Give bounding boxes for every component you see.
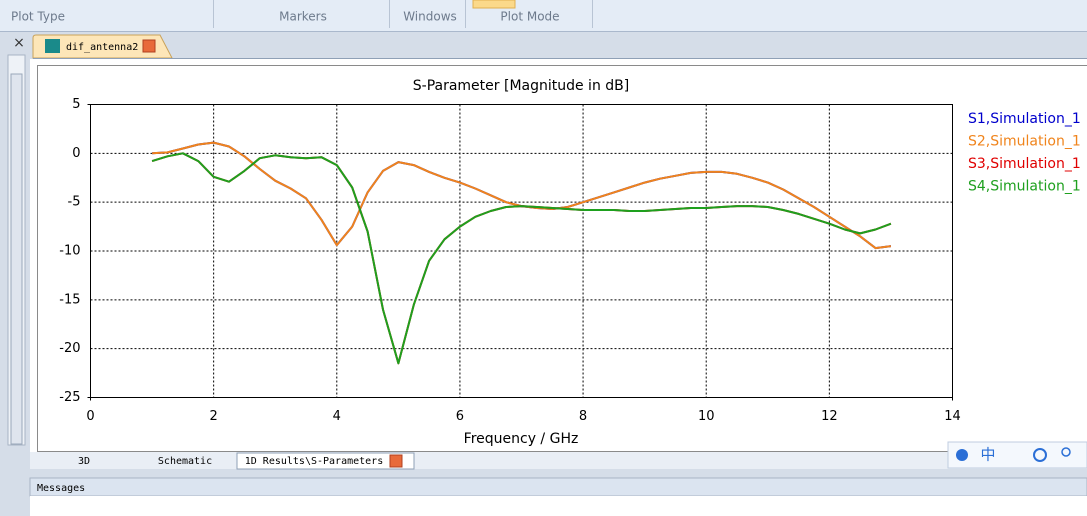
x-tick-label: 6	[456, 409, 464, 424]
series-line	[151, 152, 892, 365]
x-tick-label: 4	[333, 409, 341, 424]
tab-close[interactable]	[389, 454, 403, 468]
active-button[interactable]	[472, 0, 516, 9]
y-tick-label: -20	[59, 341, 80, 356]
y-tick-label: -25	[59, 390, 80, 405]
bottom-tab[interactable]: Schematic	[158, 456, 212, 467]
legend-entry: S4,Simulation_1	[968, 179, 1081, 195]
y-tick-label: -15	[59, 292, 80, 307]
ime-icon[interactable]	[956, 449, 968, 461]
plot-frame	[37, 65, 1087, 452]
ribbon	[0, 0, 1087, 32]
y-tick-label: 0	[72, 146, 80, 161]
messages-title: Messages	[37, 483, 85, 494]
legend-entry: S1,Simulation_1	[968, 111, 1081, 127]
y-tick-label: -10	[59, 244, 80, 259]
x-tick-label: 14	[944, 409, 961, 424]
active-bottom-tab[interactable]	[236, 452, 415, 470]
messages-header	[29, 477, 1087, 497]
chart-title: S-Parameter [Magnitude in dB]	[413, 78, 629, 94]
ime-mode[interactable]: 中	[980, 446, 995, 464]
scroll-thumb[interactable]	[10, 73, 23, 445]
ime-icon[interactable]	[1061, 447, 1071, 457]
document-tab[interactable]	[32, 34, 173, 59]
x-tick-label: 12	[821, 409, 838, 424]
legend-entry: S3,Simulation_1	[968, 156, 1081, 172]
y-tick-label: 5	[72, 97, 80, 112]
messages-panel	[30, 496, 1087, 516]
bottom-tab[interactable]: 3D	[78, 456, 90, 467]
x-tick-label: 8	[579, 409, 587, 424]
tab-icon	[45, 39, 60, 53]
x-tick-label: 2	[210, 409, 218, 424]
y-tick-label: -5	[68, 195, 81, 210]
group-label: Plot Mode	[500, 10, 559, 24]
bottom-tab[interactable]: 1D Results\S-Parameters	[245, 456, 383, 467]
tab-close[interactable]	[142, 39, 156, 53]
tab-title: dif_antenna2	[66, 42, 138, 53]
group-label: Windows	[403, 10, 457, 24]
x-tick-label: 10	[698, 409, 715, 424]
ime-toolbar[interactable]	[947, 441, 1087, 469]
close-icon[interactable]: ×	[13, 35, 25, 51]
x-axis-label: Frequency / GHz	[464, 431, 579, 447]
group-label: Markers	[279, 10, 327, 24]
group-label: Plot Type	[11, 10, 65, 24]
legend-entry: S2,Simulation_1	[968, 134, 1081, 150]
x-tick-label: 0	[86, 409, 94, 424]
ime-icon[interactable]	[1033, 448, 1047, 462]
